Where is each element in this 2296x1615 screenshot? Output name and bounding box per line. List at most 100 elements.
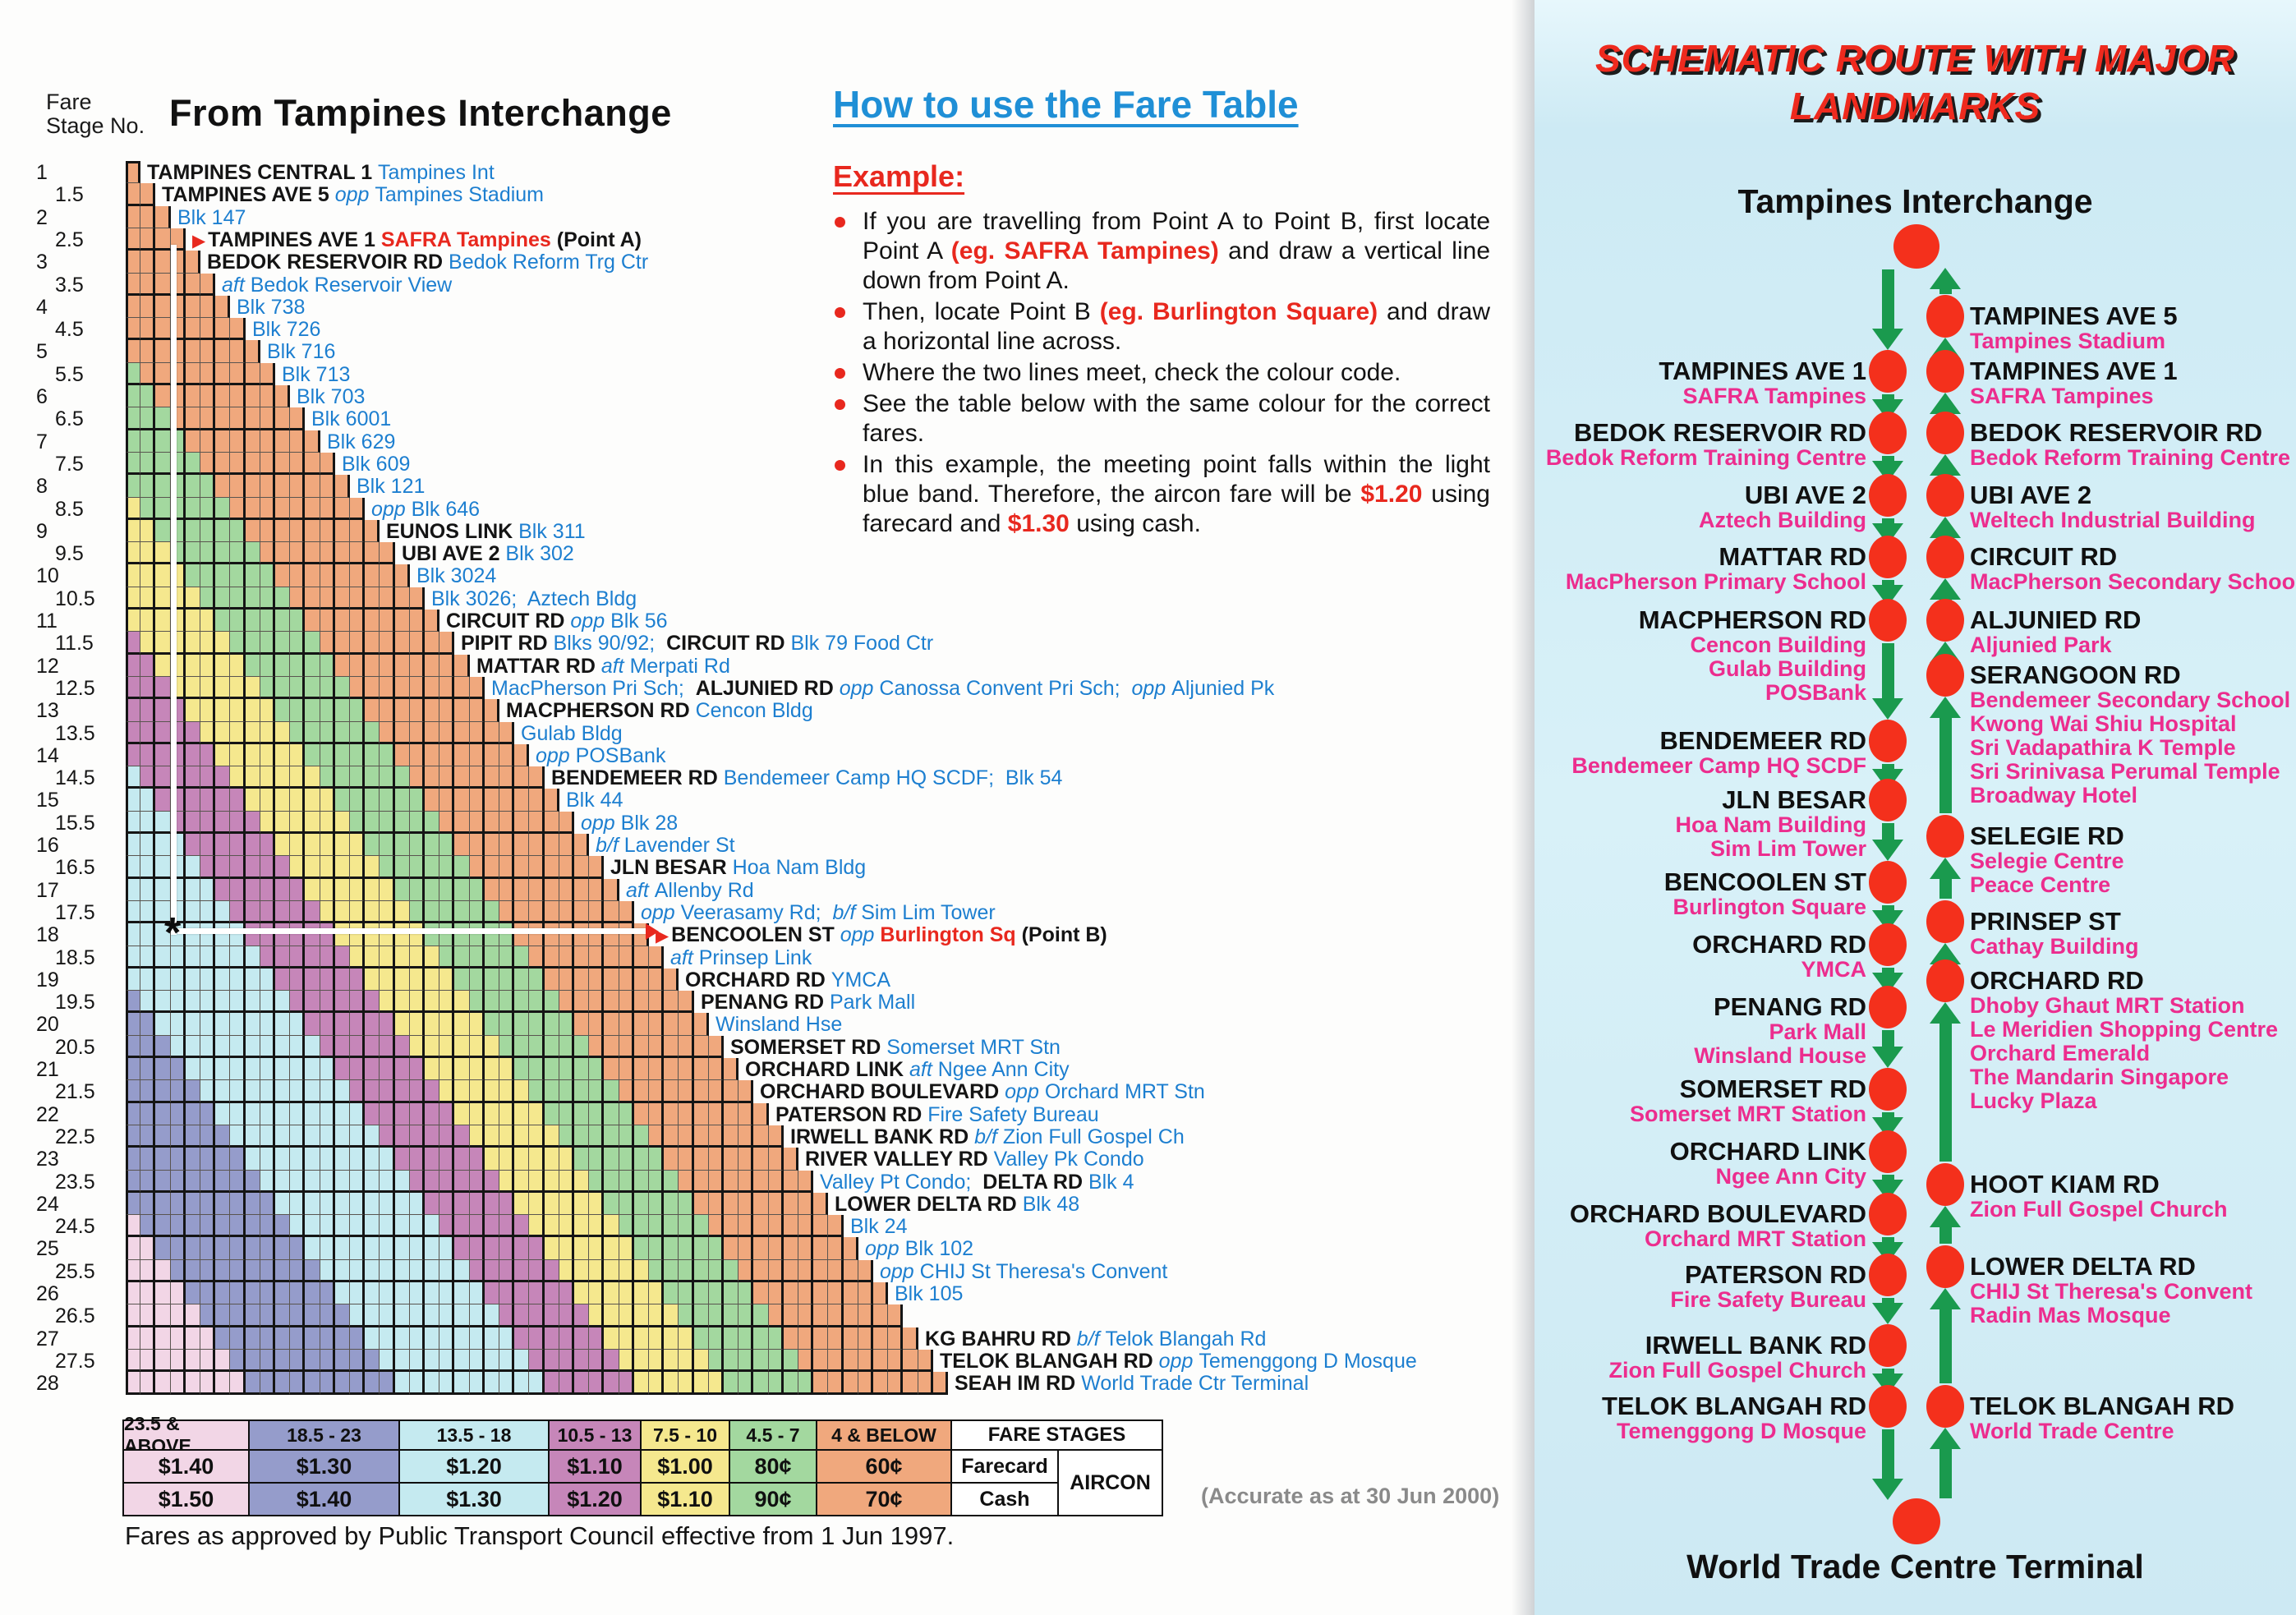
fare-cell — [350, 564, 365, 587]
fare-cell — [246, 991, 260, 1013]
fare-cell — [290, 946, 305, 969]
fare-cell — [365, 789, 380, 812]
legend-farecard-fare: $1.20 — [398, 1449, 550, 1484]
fare-cell — [395, 834, 410, 856]
fare-cell — [470, 677, 485, 699]
fare-cell — [186, 856, 200, 879]
fare-cell — [230, 789, 246, 812]
bus-stop-label: Valley Pt Condo; DELTA RD Blk 4 — [820, 1171, 1134, 1194]
fare-cell — [439, 1215, 454, 1237]
fare-cell — [769, 1193, 784, 1215]
fare-cell — [350, 722, 365, 744]
fare-cell — [514, 1171, 529, 1193]
fare-cell — [753, 1171, 769, 1193]
stop-road-name: BENCOOLEN ST — [1663, 867, 1866, 896]
fare-cell — [425, 1282, 439, 1304]
fare-cell — [380, 1327, 395, 1350]
stop-landmark: MacPherson Primary School — [1565, 569, 1866, 594]
fare-cell — [305, 520, 320, 542]
fare-cell — [155, 969, 171, 991]
fare-cell — [499, 856, 514, 879]
fare-cell — [140, 363, 155, 385]
fare-cell — [365, 1282, 380, 1304]
fare-cell — [395, 1080, 410, 1103]
stop-landmark: Tampines Stadium — [1970, 329, 2166, 353]
fare-cell — [320, 1171, 335, 1193]
fare-cell — [320, 969, 335, 991]
fare-cell — [574, 1103, 589, 1125]
fare-cell — [769, 1304, 784, 1327]
fare-cell — [305, 812, 320, 834]
fare-cell — [380, 1125, 395, 1148]
fare-cell — [395, 1260, 410, 1282]
fare-cell — [545, 812, 559, 834]
fare-cell — [813, 1304, 828, 1327]
fare-cell — [290, 789, 305, 812]
fare-cell — [260, 385, 275, 407]
fare-cell — [215, 430, 230, 453]
fare-cell — [439, 1125, 454, 1148]
fare-cell — [380, 1215, 395, 1237]
stop-landmark: Zion Full Gospel Church — [1970, 1197, 2228, 1222]
fare-cell — [828, 1237, 844, 1260]
fare-cell — [395, 1193, 410, 1215]
fare-cell — [454, 923, 470, 946]
fare-cell — [395, 946, 410, 969]
fare-cell — [425, 1036, 439, 1058]
fare-cell — [230, 766, 246, 789]
fare-stage-number: 20.5 — [55, 1036, 95, 1059]
fare-stage-number: 8 — [36, 475, 48, 498]
fare-cell — [275, 901, 290, 923]
fare-cell — [126, 946, 140, 969]
fare-cell — [290, 834, 305, 856]
fare-cell — [738, 1103, 753, 1125]
fare-cell — [171, 969, 186, 991]
fare-cell — [499, 991, 514, 1013]
fare-cell — [186, 1125, 200, 1148]
fare-cell — [499, 789, 514, 812]
schematic-title-line2: LANDMARKS — [1789, 85, 2041, 127]
fare-cell — [230, 475, 246, 498]
fare-cell — [200, 430, 215, 453]
stop-landmark: Bedok Reform Training Centre — [1970, 445, 2291, 470]
fare-cell — [215, 1103, 230, 1125]
stop-dot — [1869, 1385, 1907, 1428]
fare-cell — [305, 856, 320, 879]
stop-road-name: BENDEMEER RD — [1659, 726, 1866, 755]
fare-cell — [499, 1304, 514, 1327]
fare-cell — [454, 655, 470, 677]
fare-cell — [230, 1372, 246, 1395]
fare-cell — [260, 946, 275, 969]
fare-cell — [679, 1237, 694, 1260]
fare-cell — [215, 498, 230, 520]
fare-cell — [155, 475, 171, 498]
fare-cell — [485, 812, 499, 834]
fare-cell — [305, 677, 320, 699]
fare-cell — [529, 901, 545, 923]
fare-cell — [589, 1013, 604, 1036]
fare-cell — [126, 407, 140, 430]
fare-cell — [365, 610, 380, 632]
fare-cell — [439, 969, 454, 991]
fare-cell — [410, 1215, 425, 1237]
fare-cell — [275, 1058, 290, 1080]
route-line — [1939, 718, 1952, 813]
fare-cell — [439, 1350, 454, 1372]
fare-cell — [305, 946, 320, 969]
point-a-vertical-guide-line — [171, 245, 177, 935]
fare-cell — [410, 655, 425, 677]
fare-cell — [320, 812, 335, 834]
fare-cell — [246, 722, 260, 744]
fare-cell — [290, 1372, 305, 1395]
fare-cell — [649, 1237, 664, 1260]
fare-cell — [275, 969, 290, 991]
fare-cell — [186, 542, 200, 564]
fare-cell — [425, 766, 439, 789]
fare-cell — [320, 1103, 335, 1125]
fare-cell — [619, 1058, 634, 1080]
fare-cell — [246, 1080, 260, 1103]
stop-road-name: MACPHERSON RD — [1638, 605, 1866, 634]
fare-cell — [200, 1372, 215, 1395]
fare-cell — [485, 1260, 499, 1282]
fare-cell — [574, 901, 589, 923]
